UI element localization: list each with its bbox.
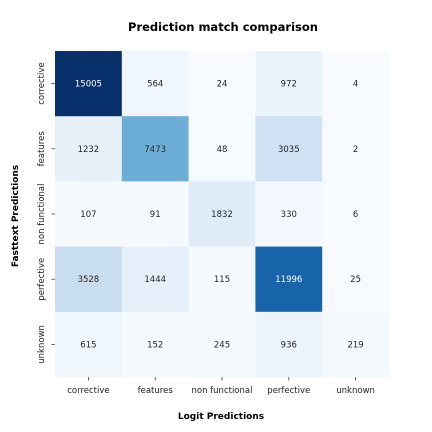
cell-unknown-features	[121, 311, 189, 378]
cell-perfective-corrective	[55, 246, 123, 313]
x-tick-label: corrective	[67, 386, 109, 396]
cell-value-label: 972	[281, 80, 297, 90]
cell-value-label: 1232	[78, 145, 100, 155]
cell-non-functional-corrective	[55, 181, 123, 247]
cell-value-label: 564	[147, 80, 163, 90]
cell-value-label: 107	[80, 210, 96, 220]
cell-value-label: 615	[80, 340, 96, 350]
cell-value-label: 91	[150, 210, 161, 220]
y-tick-label: features	[37, 131, 47, 167]
cell-perfective-non-functional	[188, 246, 256, 313]
cell-value-label: 25	[350, 275, 361, 285]
x-tick-label: non functional	[192, 386, 253, 396]
cell-perfective-features	[121, 246, 189, 313]
x-tick-label: unknown	[336, 386, 375, 396]
cell-value-label: 219	[347, 340, 363, 350]
cell-features-corrective	[55, 116, 123, 182]
cell-value-label: 7473	[144, 145, 166, 155]
cell-value-label: 48	[217, 145, 228, 155]
chart-title: Prediction match comparison	[128, 20, 318, 34]
cell-corrective-features	[121, 51, 189, 117]
cell-unknown-non-functional	[188, 311, 256, 378]
cell-value-label: 1444	[144, 275, 166, 285]
cell-value-label: 330	[281, 210, 297, 220]
cell-features-non-functional	[188, 116, 256, 182]
y-tick-label: non functional	[37, 184, 47, 245]
cell-value-label: 11996	[275, 275, 302, 285]
cell-value-label: 152	[147, 340, 163, 350]
cell-value-label: 936	[281, 340, 297, 350]
cell-features-perfective	[255, 116, 323, 182]
x-axis-ticks: corrective features non functional perfecti…	[67, 377, 375, 396]
cell-non-functional-features	[121, 181, 189, 247]
cell-unknown-unknown	[322, 311, 390, 378]
cell-value-label: 245	[214, 340, 230, 350]
y-axis-ticks: corrective features non functional perfecti…	[37, 62, 55, 364]
cell-value-label: 15005	[75, 80, 102, 90]
x-tick-label: perfective	[267, 386, 310, 396]
y-tick-label: perfective	[37, 258, 47, 301]
cell-unknown-perfective	[255, 311, 323, 378]
cell-corrective-unknown	[322, 51, 390, 117]
cell-non-functional-perfective	[255, 181, 323, 247]
cell-perfective-perfective	[255, 246, 323, 313]
y-axis-title: Fasttext Predictions	[11, 165, 21, 267]
cell-non-functional-unknown	[322, 181, 390, 247]
cell-unknown-corrective	[55, 311, 123, 378]
cell-value-label: 2	[353, 145, 358, 155]
cell-perfective-unknown	[322, 246, 390, 313]
cell-value-label: 115	[214, 275, 230, 285]
cell-corrective-perfective	[255, 51, 323, 117]
cell-features-unknown	[322, 116, 390, 182]
x-axis-title: Logit Predictions	[178, 412, 264, 422]
cell-corrective-corrective	[55, 51, 123, 117]
cell-value-label: 6	[353, 210, 358, 220]
cell-value-label: 1832	[211, 210, 233, 220]
cell-corrective-non-functional	[188, 51, 256, 117]
cell-value-label: 3528	[78, 275, 100, 285]
cell-value-label: 4	[353, 80, 358, 90]
y-tick-label: corrective	[37, 62, 47, 104]
cell-non-functional-non-functional	[188, 181, 256, 247]
cell-value-label: 24	[217, 80, 228, 90]
heatmap-cells: 15005 564 24 972 4 1232 7473 48 3035 2 107 91 1832 33…	[55, 51, 390, 378]
y-tick-label: unknown	[37, 325, 47, 364]
x-tick-label: features	[138, 386, 174, 396]
cell-value-label: 3035	[278, 145, 300, 155]
cell-features-features	[121, 116, 189, 182]
